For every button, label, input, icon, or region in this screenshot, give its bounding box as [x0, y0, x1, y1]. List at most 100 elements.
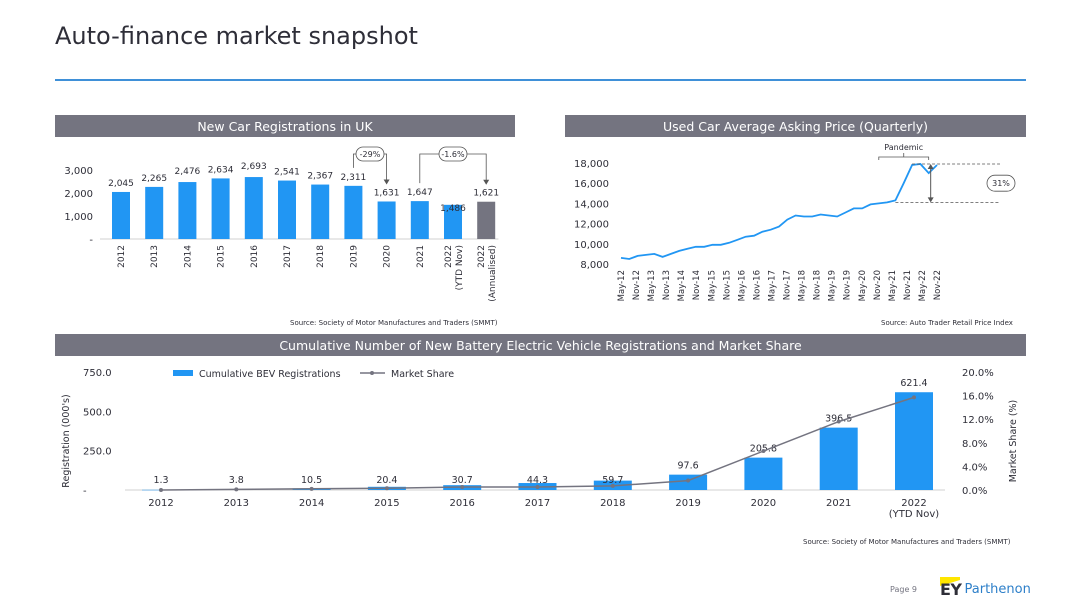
x-tick-label: 2021	[826, 498, 851, 509]
y-tick-label: 500.0	[83, 407, 112, 418]
bar-value-label: 2,311	[341, 173, 367, 183]
bar-value-label: 2,045	[108, 179, 134, 189]
pandemic-bracket	[878, 156, 930, 160]
growth-bubble	[986, 174, 1016, 192]
market-share-point	[309, 486, 314, 491]
legend-bar-swatch	[173, 370, 193, 376]
ey-parthenon-logo: EY Parthenon	[940, 574, 1031, 599]
growth-label: 31%	[992, 179, 1010, 188]
bar	[211, 178, 230, 239]
x-tick-label: Nov-17	[783, 270, 793, 300]
x-tick-label: Nov-21	[903, 270, 913, 300]
x-tick-label: 2022	[477, 245, 487, 268]
x-tick-label: 2017	[283, 245, 293, 268]
x-tick-label: 2018	[600, 498, 625, 509]
market-share-point	[686, 478, 691, 483]
x-tick-label: 2016	[449, 498, 474, 509]
title-rule	[55, 79, 1026, 81]
annotation-arrowhead	[383, 179, 390, 185]
y-tick-label: 250.0	[83, 447, 112, 458]
used-car-price-chart: 18,000 16,000 14,000 12,000 10,000 8,000 May-1…	[574, 143, 1016, 301]
x-tick-label: May-20	[858, 270, 868, 301]
bar	[819, 427, 858, 490]
x-tick-label: Nov-14	[692, 270, 702, 300]
bar-value-label: 3.8	[229, 475, 244, 486]
y2-tick-label: 12.0%	[962, 415, 994, 426]
y-tick-label: 8,000	[580, 260, 609, 271]
x-tick-label: Nov-16	[752, 270, 762, 300]
market-share-point	[234, 487, 239, 492]
y-tick-label: 14,000	[574, 199, 609, 210]
x-tick-label: 2014	[299, 498, 324, 509]
bar	[311, 184, 330, 239]
y-tick-label: 1,000	[64, 212, 93, 223]
market-share-point	[912, 395, 916, 400]
legend-line-marker	[370, 371, 374, 375]
bar-value-label: 10.5	[301, 475, 322, 486]
x-tick-label: May-14	[677, 270, 687, 301]
bar-value-label: 44.3	[527, 475, 548, 486]
bar-value-label: 2,265	[141, 174, 167, 184]
x-tick-label: May-19	[828, 270, 838, 301]
bar-value-label: 1,631	[374, 188, 400, 198]
bar-value-label: 396.5	[825, 414, 852, 425]
x-tick-label: (YTD Nov)	[455, 245, 465, 290]
x-tick-label: 2020	[383, 245, 393, 268]
legend-line-label: Market Share	[391, 369, 454, 380]
x-tick-label: May-12	[617, 270, 627, 301]
x-tick-label: Nov-13	[662, 270, 672, 300]
x-tick-label: Nov-22	[933, 270, 943, 300]
x-tick-label: 2018	[316, 245, 326, 268]
range-arrowhead-down	[927, 197, 934, 203]
x-tick-label: May-18	[798, 270, 808, 301]
bar-value-label: 2,541	[274, 168, 300, 178]
page-title: Auto-finance market snapshot	[55, 22, 418, 50]
y-axis-title: Registration (000's)	[61, 394, 72, 487]
y-tick-label: 750.0	[83, 368, 112, 379]
x-tick-label: May-13	[647, 270, 657, 301]
bev-registrations-chart: 750.0 500.0 250.0 - 20.0% 16.0% 12.0% 8.0% 4.0% 0…	[61, 368, 1019, 520]
bar-value-label: 97.6	[678, 461, 699, 472]
y-tick-label: -	[83, 486, 87, 497]
new-car-registrations-chart: 3,000 2,000 1,000 - 2,045 2012 2,265 2013 2,476 2…	[64, 146, 499, 302]
bar-value-label: 1,621	[473, 189, 499, 199]
x-tick-label: Nov-18	[813, 270, 823, 300]
market-share-point	[836, 419, 841, 424]
x-tick-label: Nov-20	[873, 270, 883, 300]
x-tick-label: 2012	[117, 245, 127, 268]
y2-tick-label: 0.0%	[962, 486, 987, 497]
x-tick-label: 2015	[217, 245, 227, 268]
bar	[278, 180, 296, 239]
x-tick-label: 2019	[675, 498, 700, 509]
x-tick-label: May-16	[737, 270, 747, 301]
x-tick-label: May-15	[707, 270, 717, 301]
bar-value-label: 1.3	[153, 475, 168, 486]
bar-value-label: 621.4	[900, 378, 927, 389]
bar-value-label: 20.4	[376, 475, 397, 486]
market-share-point	[761, 449, 766, 454]
market-share-point	[159, 488, 163, 492]
bar	[178, 182, 197, 239]
bar-value-label: 59.7	[602, 475, 623, 486]
bar-value-label: 2,634	[208, 165, 234, 175]
used-car-source: Source: Auto Trader Retail Price Index	[881, 319, 1013, 327]
market-share-point	[535, 485, 540, 490]
x-tick-label: 2022	[901, 498, 926, 509]
bar-value-label: 1,647	[407, 188, 433, 198]
market-share-point	[610, 483, 615, 488]
bar-value-label: 30.7	[452, 475, 473, 486]
price-line	[620, 163, 938, 260]
y2-tick-label: 20.0%	[962, 368, 994, 379]
bar	[145, 186, 164, 239]
annotation-arrowhead	[483, 179, 490, 185]
x-tick-label: (Annualised)	[488, 245, 498, 302]
y2-tick-label: 8.0%	[962, 439, 987, 450]
bar	[410, 201, 429, 239]
bev-header: Cumulative Number of New Battery Electri…	[55, 334, 1026, 356]
market-share-point	[460, 485, 465, 490]
x-tick-label: Nov-12	[632, 270, 642, 300]
legend-bar-label: Cumulative BEV Registrations	[199, 369, 341, 380]
ey-logo-text: EY	[940, 580, 962, 599]
bar	[112, 191, 130, 239]
y2-tick-label: 4.0%	[962, 462, 987, 473]
